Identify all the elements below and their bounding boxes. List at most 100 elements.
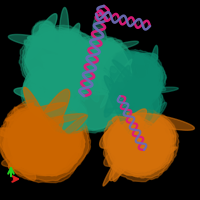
Polygon shape bbox=[31, 116, 71, 149]
Polygon shape bbox=[104, 106, 149, 113]
Polygon shape bbox=[71, 40, 130, 92]
Polygon shape bbox=[131, 83, 150, 97]
Polygon shape bbox=[108, 55, 160, 101]
Polygon shape bbox=[112, 117, 159, 139]
Polygon shape bbox=[26, 72, 79, 116]
Polygon shape bbox=[67, 37, 132, 95]
Polygon shape bbox=[69, 89, 119, 131]
Polygon shape bbox=[103, 129, 139, 186]
Polygon shape bbox=[126, 81, 133, 102]
Polygon shape bbox=[47, 131, 81, 165]
Polygon shape bbox=[75, 56, 85, 101]
Polygon shape bbox=[93, 18, 111, 78]
Polygon shape bbox=[10, 116, 39, 156]
Polygon shape bbox=[141, 104, 153, 121]
Polygon shape bbox=[78, 50, 103, 98]
Polygon shape bbox=[31, 106, 80, 153]
Polygon shape bbox=[78, 60, 99, 102]
Polygon shape bbox=[123, 68, 160, 106]
Polygon shape bbox=[146, 64, 158, 87]
Polygon shape bbox=[157, 118, 176, 145]
Polygon shape bbox=[139, 82, 162, 98]
Polygon shape bbox=[0, 128, 45, 142]
Polygon shape bbox=[133, 53, 158, 64]
Polygon shape bbox=[133, 80, 158, 94]
Polygon shape bbox=[57, 81, 75, 96]
Polygon shape bbox=[54, 148, 82, 175]
Polygon shape bbox=[21, 67, 83, 119]
Polygon shape bbox=[112, 60, 142, 88]
Polygon shape bbox=[122, 133, 174, 140]
Polygon shape bbox=[120, 89, 146, 100]
Polygon shape bbox=[43, 63, 85, 97]
Polygon shape bbox=[12, 139, 44, 166]
Polygon shape bbox=[9, 137, 53, 169]
Polygon shape bbox=[132, 82, 162, 106]
Polygon shape bbox=[58, 104, 77, 112]
Polygon shape bbox=[61, 44, 104, 56]
Polygon shape bbox=[96, 46, 117, 72]
Polygon shape bbox=[25, 31, 95, 89]
Polygon shape bbox=[72, 90, 118, 130]
Polygon shape bbox=[72, 42, 128, 91]
Polygon shape bbox=[25, 33, 92, 87]
Polygon shape bbox=[38, 89, 58, 117]
Polygon shape bbox=[144, 102, 167, 129]
Polygon shape bbox=[73, 50, 115, 87]
Polygon shape bbox=[0, 99, 89, 181]
Polygon shape bbox=[112, 81, 159, 123]
Polygon shape bbox=[53, 87, 74, 109]
Polygon shape bbox=[24, 69, 80, 118]
Polygon shape bbox=[147, 45, 158, 93]
Polygon shape bbox=[127, 123, 147, 141]
Polygon shape bbox=[19, 25, 101, 93]
Polygon shape bbox=[31, 84, 60, 122]
Polygon shape bbox=[4, 105, 84, 176]
Polygon shape bbox=[135, 100, 150, 122]
Polygon shape bbox=[94, 38, 114, 66]
Polygon shape bbox=[9, 110, 79, 174]
Polygon shape bbox=[8, 34, 59, 48]
Polygon shape bbox=[32, 21, 56, 48]
Polygon shape bbox=[104, 52, 163, 103]
Polygon shape bbox=[59, 7, 69, 69]
Polygon shape bbox=[24, 87, 57, 150]
Polygon shape bbox=[66, 35, 135, 95]
Polygon shape bbox=[27, 89, 70, 156]
Polygon shape bbox=[110, 79, 163, 125]
Polygon shape bbox=[39, 43, 64, 77]
Polygon shape bbox=[104, 139, 142, 166]
Polygon shape bbox=[104, 58, 124, 88]
Polygon shape bbox=[24, 67, 43, 95]
Polygon shape bbox=[63, 81, 74, 110]
Polygon shape bbox=[107, 78, 165, 127]
Polygon shape bbox=[100, 59, 132, 108]
Polygon shape bbox=[31, 75, 59, 83]
Polygon shape bbox=[68, 88, 121, 133]
Polygon shape bbox=[22, 27, 101, 93]
Polygon shape bbox=[152, 123, 160, 147]
Polygon shape bbox=[111, 87, 145, 93]
Polygon shape bbox=[0, 129, 36, 180]
Polygon shape bbox=[100, 121, 130, 148]
Polygon shape bbox=[34, 92, 55, 100]
Polygon shape bbox=[3, 101, 85, 176]
Polygon shape bbox=[111, 80, 161, 124]
Polygon shape bbox=[149, 79, 154, 104]
Polygon shape bbox=[50, 100, 87, 133]
Polygon shape bbox=[14, 88, 58, 101]
Polygon shape bbox=[120, 92, 133, 124]
Polygon shape bbox=[48, 98, 88, 134]
Polygon shape bbox=[127, 113, 165, 135]
Polygon shape bbox=[67, 69, 101, 85]
Polygon shape bbox=[79, 46, 113, 59]
Polygon shape bbox=[104, 111, 176, 178]
Polygon shape bbox=[133, 86, 162, 115]
Polygon shape bbox=[49, 98, 87, 133]
Polygon shape bbox=[110, 116, 171, 173]
Polygon shape bbox=[53, 95, 67, 114]
Polygon shape bbox=[122, 150, 146, 167]
Polygon shape bbox=[102, 50, 166, 107]
Polygon shape bbox=[144, 80, 166, 91]
Polygon shape bbox=[23, 68, 81, 120]
